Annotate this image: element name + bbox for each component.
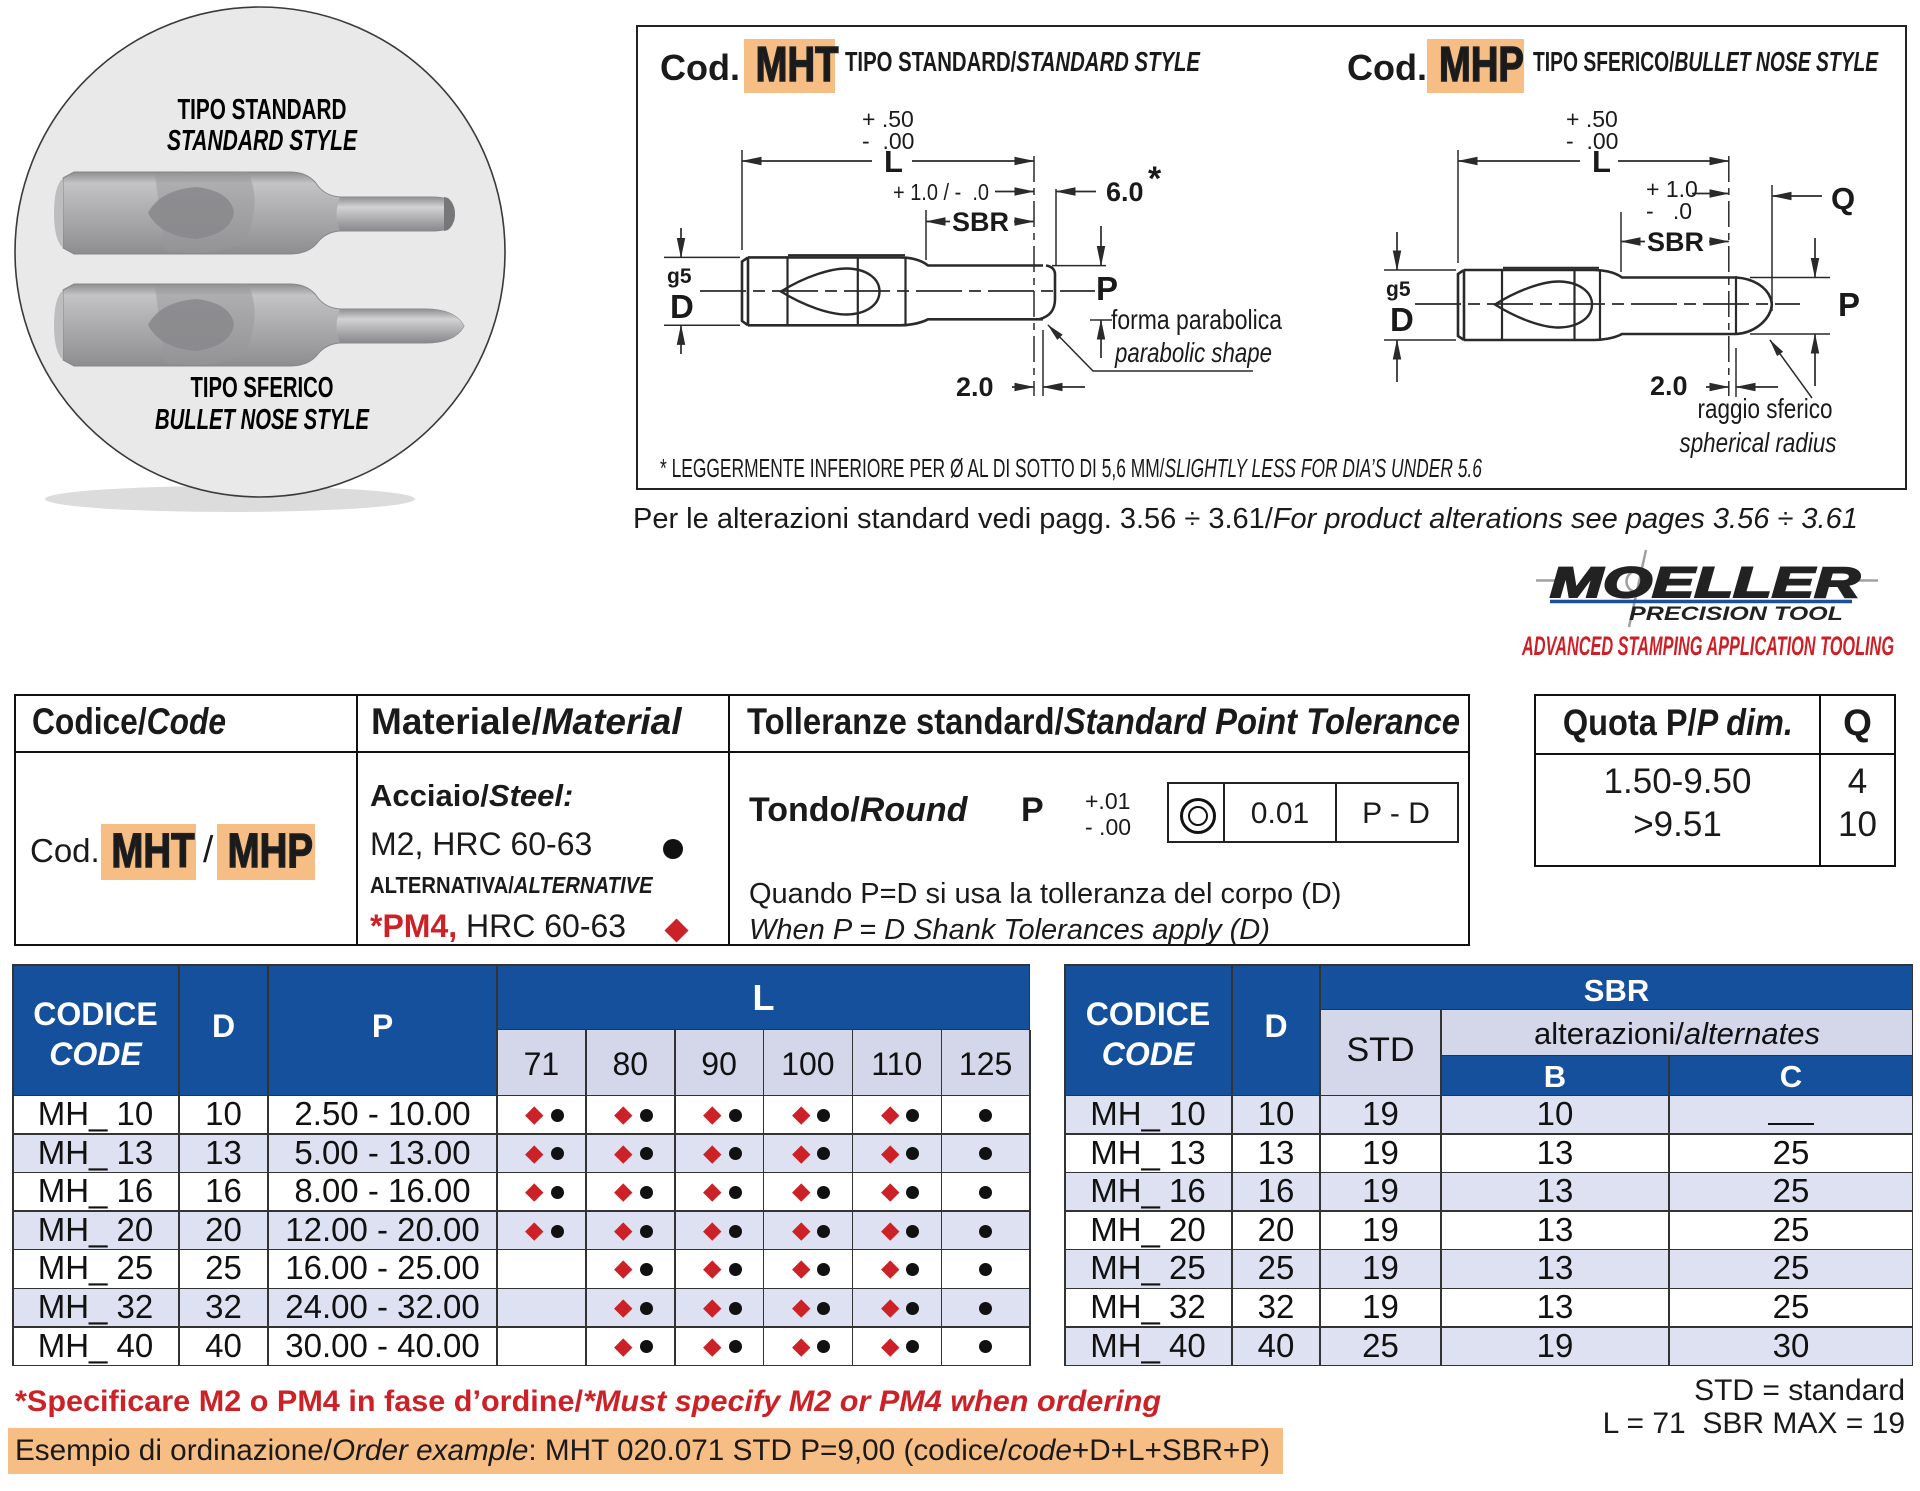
svg-text:+ .50: + .50 [1566,106,1618,132]
svg-text:raggio sferico: raggio sferico [1698,393,1833,424]
svg-text:P: P [1096,270,1118,307]
svg-text:spherical radius: spherical radius [1680,427,1837,458]
svg-text:2.0: 2.0 [1650,371,1688,401]
svg-text:ADVANCED STAMPING APPLICATION: ADVANCED STAMPING APPLICATION TOOLING [1521,631,1894,661]
svg-text:STANDARD STYLE: STANDARD STYLE [167,125,358,157]
svg-text:g5: g5 [1386,278,1411,301]
svg-text:parabolic shape: parabolic shape [1114,337,1272,368]
svg-text:Q: Q [1831,181,1855,216]
svg-text:- .00: - .00 [1566,128,1618,154]
svg-text:- .0: - .0 [1646,198,1692,224]
svg-text:SBR: SBR [952,207,1009,237]
svg-text:forma parabolica: forma parabolica [1111,304,1282,335]
svg-text:+ 1.0 / - .0: + 1.0 / - .0 [893,179,989,205]
svg-text:*: * [1148,160,1162,198]
svg-text:g5: g5 [667,265,692,288]
svg-text:MOELLER: MOELLER [1550,559,1860,607]
svg-text:+ 1.0: + 1.0 [1646,176,1698,202]
svg-text:6.0: 6.0 [1106,177,1144,207]
svg-text:- .00: - .00 [862,128,914,154]
svg-text:D: D [670,288,694,325]
svg-text:L: L [884,144,903,179]
svg-text:BULLET NOSE STYLE: BULLET NOSE STYLE [155,404,370,436]
svg-text:SBR: SBR [1647,227,1704,257]
svg-text:P: P [1838,286,1860,323]
svg-text:D: D [1390,301,1414,338]
svg-text:PRECISION TOOL: PRECISION TOOL [1629,604,1843,625]
svg-text:TIPO STANDARD: TIPO STANDARD [178,94,347,126]
svg-text:L: L [1592,144,1611,179]
svg-text:TIPO SFERICO: TIPO SFERICO [191,372,334,404]
svg-text:2.0: 2.0 [956,372,994,402]
svg-text:+ .50: + .50 [862,106,914,132]
